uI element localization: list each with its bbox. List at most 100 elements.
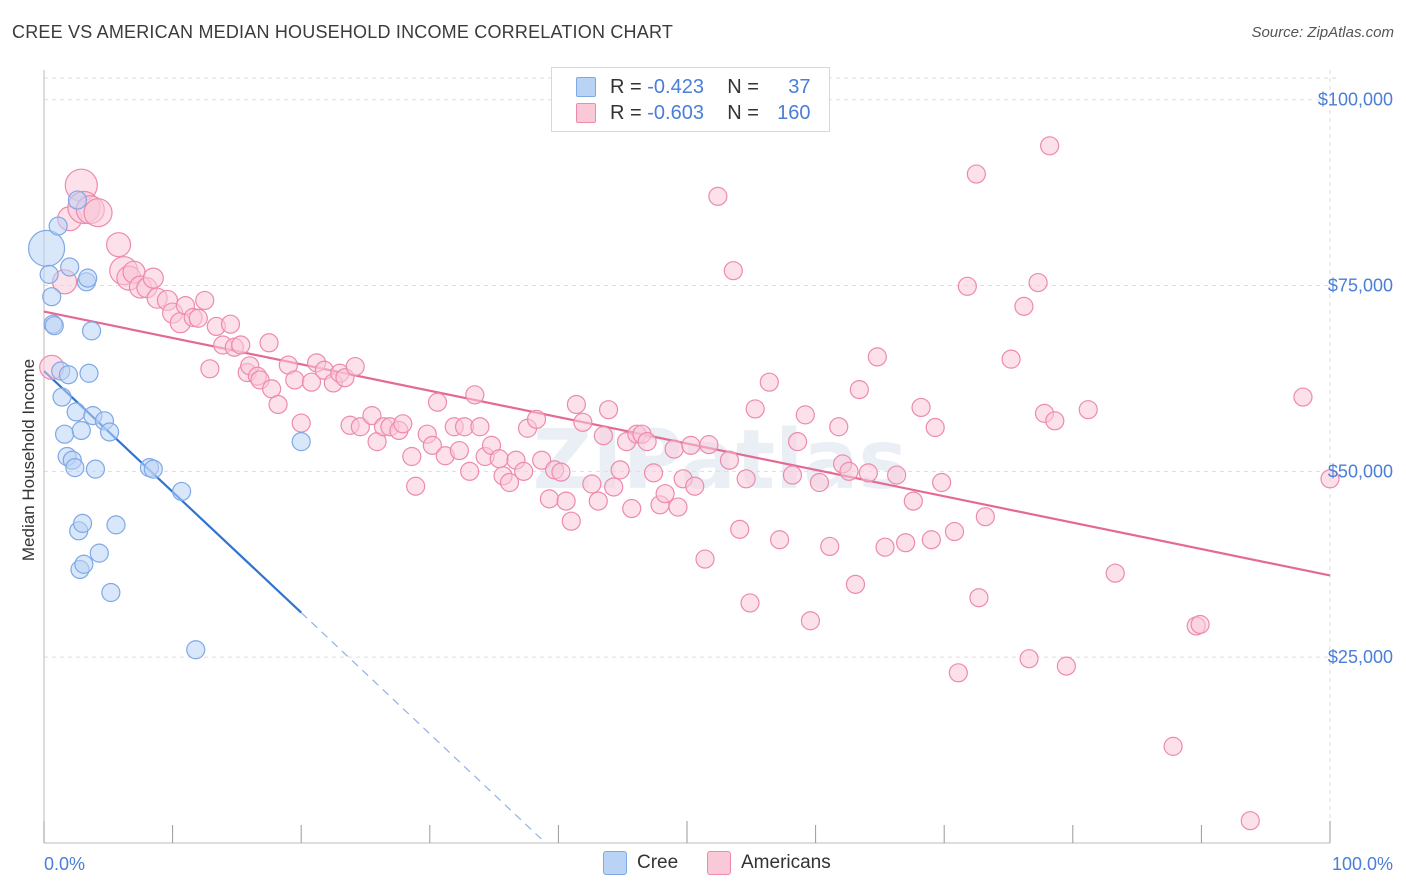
americans-point	[499, 472, 520, 493]
source-label: Source: ZipAtlas.com	[1251, 24, 1394, 41]
americans-point	[460, 461, 480, 481]
americans-point	[593, 426, 614, 446]
cree-point	[85, 459, 106, 479]
americans-point	[582, 474, 602, 494]
y-tick-label: $25,000	[1328, 647, 1393, 667]
americans-point	[1320, 469, 1340, 489]
americans-point	[903, 491, 923, 511]
americans-point	[573, 412, 593, 432]
americans-point	[301, 372, 322, 392]
americans-point	[489, 449, 509, 469]
americans-point	[867, 347, 887, 367]
americans-point	[875, 537, 895, 557]
americans-point	[740, 593, 760, 613]
cree-point	[67, 190, 88, 210]
y-tick-labels: $25,000 $50,000 $75,000 $100,000	[1318, 90, 1393, 667]
americans-point	[598, 400, 619, 420]
americans-point	[1028, 272, 1048, 293]
americans-point	[566, 394, 587, 415]
americans-point	[1078, 400, 1098, 420]
americans-point	[759, 372, 779, 392]
americans-point	[83, 198, 113, 228]
americans-point	[708, 186, 728, 206]
americans-point	[532, 450, 552, 470]
trend-lines	[43, 310, 1331, 844]
americans-point	[622, 498, 642, 519]
americans-point	[561, 511, 581, 531]
cree-point	[81, 321, 102, 341]
legend-n-value: 37	[788, 75, 811, 98]
americans-point	[1163, 736, 1183, 756]
bottom-legend-swatch-cree	[603, 851, 627, 875]
americans-point	[291, 413, 311, 433]
americans-point	[285, 370, 305, 390]
americans-point	[470, 417, 490, 437]
cree-point	[48, 216, 68, 236]
americans-point	[655, 484, 675, 504]
americans-point	[231, 335, 251, 355]
americans-point	[858, 463, 878, 483]
americans-point	[736, 469, 756, 489]
americans-point	[948, 663, 968, 683]
bottom-legend-swatch-americans	[707, 851, 731, 875]
americans-point	[845, 574, 866, 594]
americans-point	[406, 476, 426, 496]
americans-point	[551, 462, 571, 482]
americans-point	[1014, 296, 1034, 316]
cree-point	[143, 459, 163, 479]
bottom-legend-cree: Cree	[603, 851, 678, 875]
americans-point	[795, 405, 815, 425]
americans-point	[427, 392, 448, 412]
americans-point	[849, 380, 869, 400]
cree-point	[291, 432, 311, 452]
legend-n-label: N =	[727, 75, 759, 98]
americans-point	[393, 414, 413, 434]
americans-point	[664, 439, 684, 459]
bottom-legend-americans: Americans	[707, 851, 831, 875]
cree-point	[99, 422, 120, 442]
americans-point	[944, 521, 965, 542]
legend-r-value: -0.423	[647, 75, 704, 98]
americans-point	[643, 463, 664, 483]
americans-point	[1190, 614, 1210, 635]
americans-point	[699, 435, 719, 455]
y-axis-label: Median Household Income	[19, 359, 38, 561]
americans-point	[782, 465, 803, 485]
cree-point	[72, 513, 93, 533]
americans-point	[402, 446, 422, 467]
y-tick-label: $75,000	[1328, 276, 1393, 296]
cree-point	[106, 515, 126, 535]
cree-point	[58, 365, 79, 385]
americans-point	[787, 432, 808, 452]
cree-point	[27, 229, 66, 267]
cree-point	[78, 268, 98, 288]
americans-point	[809, 472, 830, 493]
americans-point	[730, 519, 750, 539]
americans-point	[195, 290, 215, 311]
americans-point	[800, 611, 821, 631]
americans-point	[539, 489, 559, 509]
americans-point	[1240, 811, 1260, 831]
americans-point	[350, 417, 370, 437]
americans-point	[1056, 656, 1076, 676]
cree-point	[79, 363, 99, 383]
legend-r-label: R =	[610, 101, 642, 124]
americans-point	[105, 232, 132, 258]
chart-title: CREE VS AMERICAN MEDIAN HOUSEHOLD INCOME…	[12, 22, 674, 42]
americans-point	[719, 450, 740, 470]
americans-point	[681, 435, 701, 455]
americans-point	[556, 491, 576, 511]
data-points	[27, 136, 1340, 831]
americans-point	[637, 432, 657, 452]
americans-point	[200, 359, 220, 379]
x-tick-label-max: 100.0%	[1332, 854, 1393, 874]
americans-point	[839, 461, 859, 481]
americans-point	[514, 461, 534, 481]
cree-point	[101, 582, 121, 603]
legend-swatch-cree	[576, 77, 596, 97]
legend-row-cree: R = -0.423 N = 37	[576, 75, 811, 99]
americans-point	[1040, 136, 1060, 156]
cree-point	[172, 481, 192, 502]
americans-point	[449, 440, 469, 461]
